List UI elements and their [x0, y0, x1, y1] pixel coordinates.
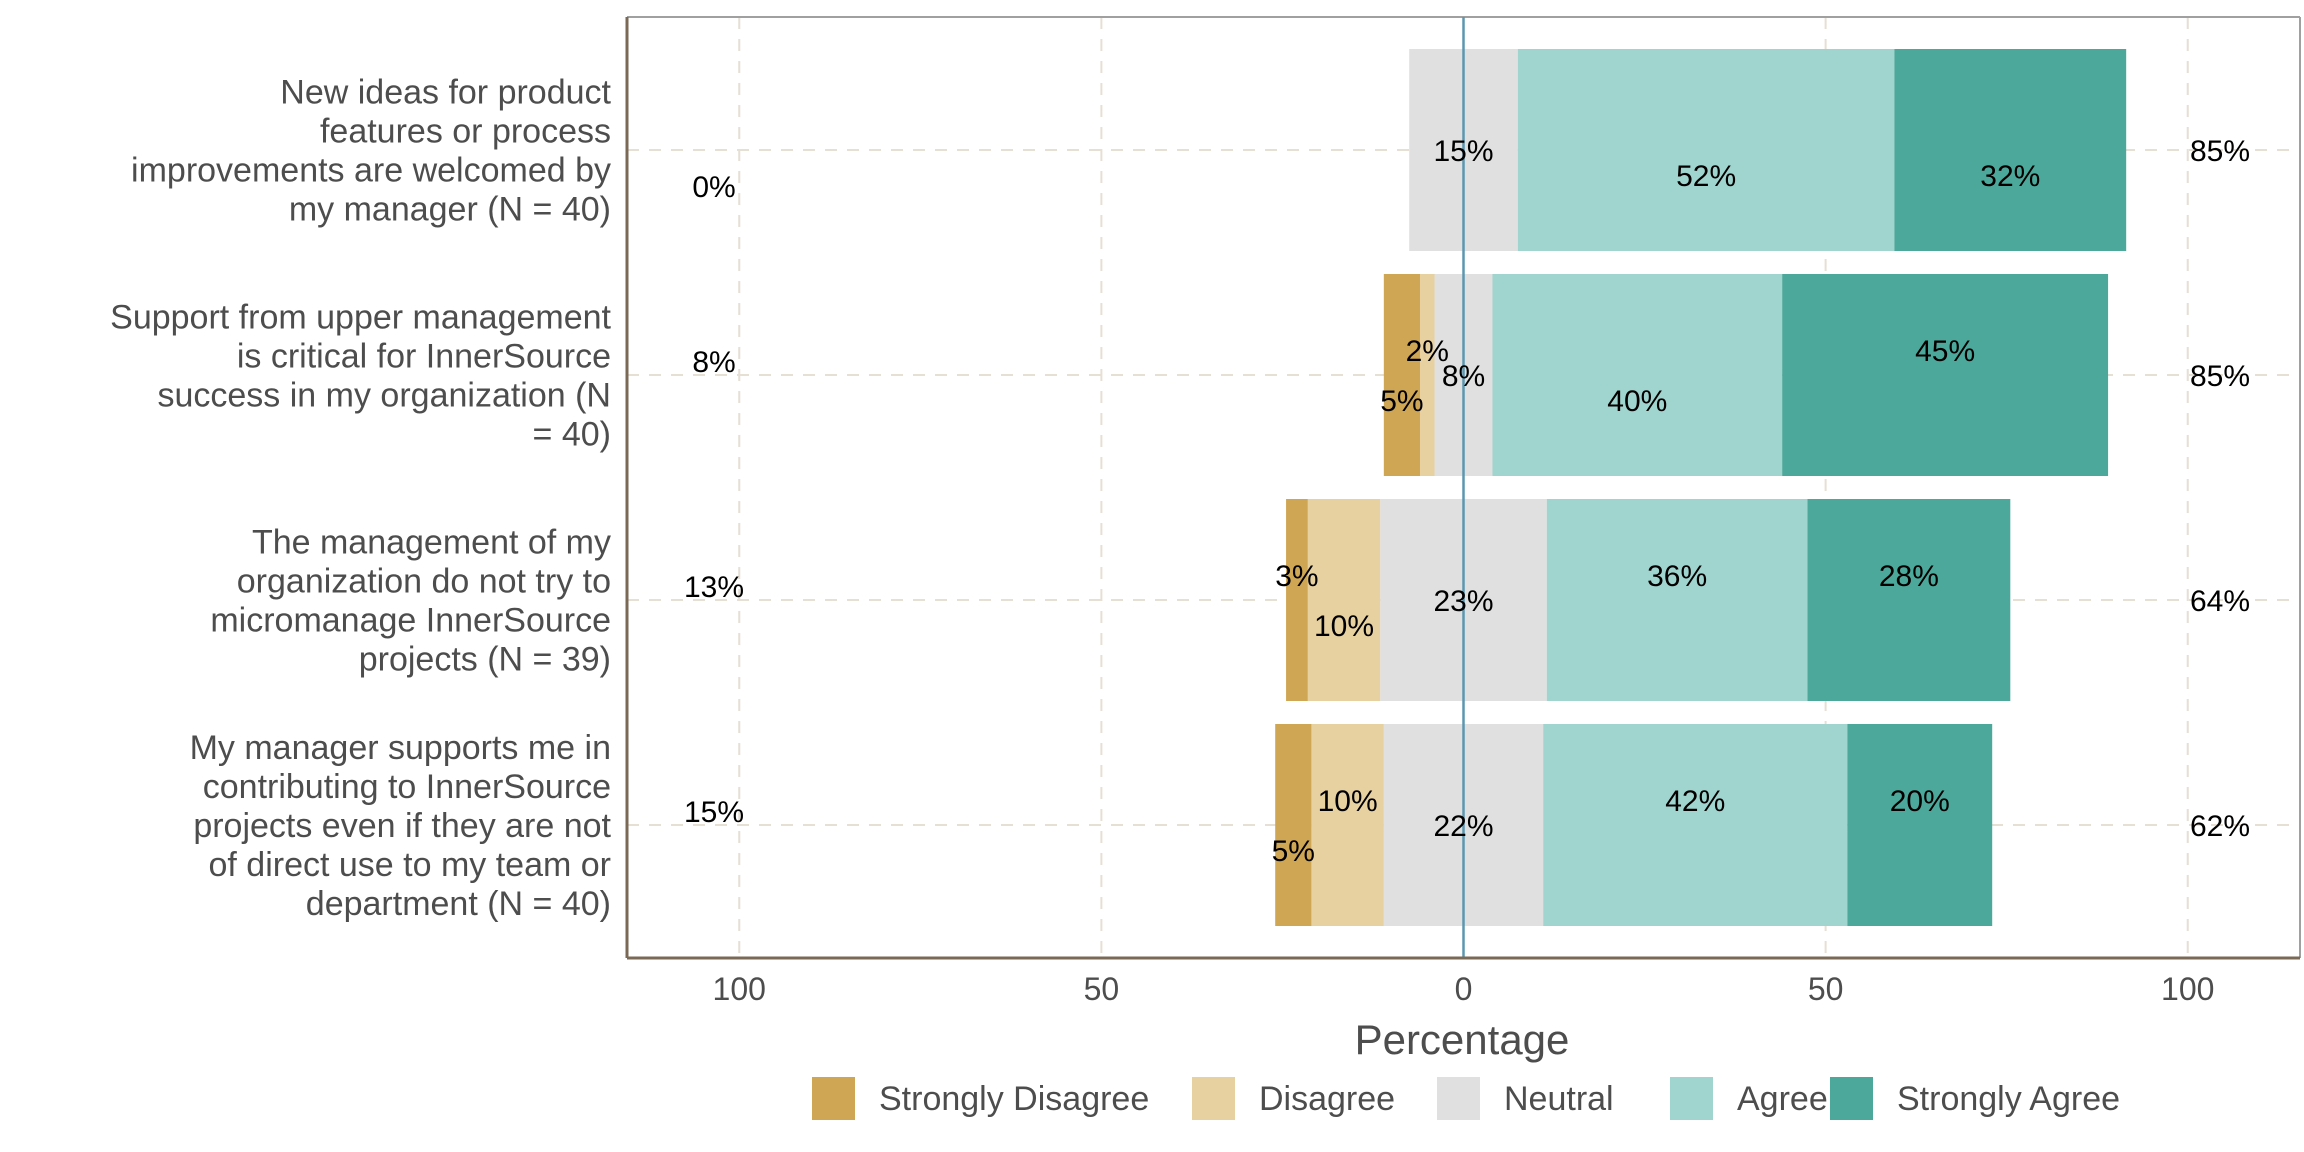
segment-value-label: 32% — [1980, 160, 2040, 193]
segment-value-label: 40% — [1607, 385, 1667, 418]
x-tick-label: 50 — [1084, 971, 1120, 1007]
axis-layer: Percentage 100 50 0 50 100 — [625, 17, 2300, 1063]
category-label-line: department (N = 40) — [306, 885, 611, 923]
segment-value-label: 10% — [1318, 785, 1378, 818]
legend-label: Strongly Agree — [1897, 1080, 2120, 1118]
category-label-line: Support from upper management — [110, 299, 611, 337]
segment-value-label: 28% — [1879, 560, 1939, 593]
bar-segment-disagree — [1420, 274, 1435, 476]
category-label-line: projects even if they are not — [193, 807, 611, 845]
category-label-line: The management of my — [252, 524, 611, 562]
high-percentage-label: 62% — [2190, 810, 2250, 843]
bar-segment-agree — [1517, 49, 1895, 251]
category-label-line: New ideas for product — [280, 74, 611, 112]
segment-value-label: 52% — [1676, 160, 1736, 193]
bars-layer — [1275, 17, 2127, 958]
category-label-line: contributing to InnerSource — [203, 768, 611, 806]
legend-swatch-neutral — [1437, 1077, 1480, 1120]
category-label-line: My manager supports me in — [190, 729, 611, 767]
segment-value-label: 2% — [1406, 335, 1449, 368]
bar-segment-disagree — [1307, 499, 1381, 701]
category-label-line: my manager (N = 40) — [289, 191, 611, 229]
segment-value-label: 10% — [1314, 610, 1374, 643]
x-tick-label: 100 — [713, 971, 766, 1007]
segment-value-label: 36% — [1647, 560, 1707, 593]
category-label-line: micromanage InnerSource — [210, 602, 611, 640]
segment-value-label: 45% — [1915, 335, 1975, 368]
bar-segment-strongly-disagree — [1275, 724, 1312, 926]
legend-swatch-strongly-disagree — [812, 1077, 855, 1120]
segment-value-label: 8% — [1442, 360, 1485, 393]
legend-swatch-disagree — [1192, 1077, 1235, 1120]
category-label-line: organization do not try to — [237, 563, 611, 601]
high-percentage-label: 64% — [2190, 585, 2250, 618]
legend-label: Strongly Disagree — [879, 1080, 1149, 1118]
legend-swatch-agree — [1670, 1077, 1713, 1120]
category-label-line: is critical for InnerSource — [237, 338, 611, 376]
segment-value-label: 15% — [1433, 135, 1493, 168]
x-tick-label: 100 — [2161, 971, 2214, 1007]
high-percentage-label: 85% — [2190, 135, 2250, 168]
category-label-line: = 40) — [533, 416, 611, 454]
x-tick-label: 50 — [1808, 971, 1844, 1007]
segment-value-label: 22% — [1433, 810, 1493, 843]
bar-segment-agree — [1546, 499, 1808, 701]
segment-value-label: 20% — [1890, 785, 1950, 818]
legend-label: Neutral — [1504, 1080, 1614, 1118]
bar-segment-agree — [1543, 724, 1848, 926]
category-label-line: features or process — [320, 113, 611, 151]
low-percentage-label: 15% — [684, 796, 744, 829]
legend-swatch-strongly-agree — [1830, 1077, 1873, 1120]
labels-layer: 15% 52% 32% 0% 85% New ideas for productfeatu… — [110, 74, 2250, 924]
legend-label: Disagree — [1259, 1080, 1395, 1118]
bar-segment-strongly-disagree — [1286, 499, 1308, 701]
category-label-line: improvements are welcomed by — [131, 152, 611, 190]
category-label-line: of direct use to my team or — [209, 846, 612, 884]
x-axis-title: Percentage — [1355, 1016, 1570, 1063]
segment-value-label: 5% — [1380, 385, 1423, 418]
legend-label: Agree — [1737, 1080, 1828, 1118]
bar-segment-agree — [1492, 274, 1783, 476]
x-tick-label: 0 — [1455, 971, 1473, 1007]
segment-value-label: 5% — [1272, 835, 1315, 868]
low-percentage-label: 0% — [692, 171, 735, 204]
category-label-line: success in my organization (N — [157, 377, 611, 415]
segment-value-label: 42% — [1665, 785, 1725, 818]
high-percentage-label: 85% — [2190, 360, 2250, 393]
bar-segment-strongly-agree — [1782, 274, 2109, 476]
bar-segment-strongly-disagree — [1383, 274, 1421, 476]
bar-segment-disagree — [1311, 724, 1384, 926]
segment-value-label: 23% — [1433, 585, 1493, 618]
low-percentage-label: 8% — [692, 346, 735, 379]
segment-value-label: 3% — [1275, 560, 1318, 593]
legend: Strongly Disagree Disagree Neutral Agree Str… — [812, 1077, 2120, 1120]
low-percentage-label: 13% — [684, 571, 744, 604]
bar-segment-strongly-agree — [1807, 499, 2011, 701]
bar-segment-strongly-agree — [1894, 49, 2127, 251]
category-label-line: projects (N = 39) — [359, 641, 611, 679]
bar-segment-strongly-agree — [1847, 724, 1993, 926]
